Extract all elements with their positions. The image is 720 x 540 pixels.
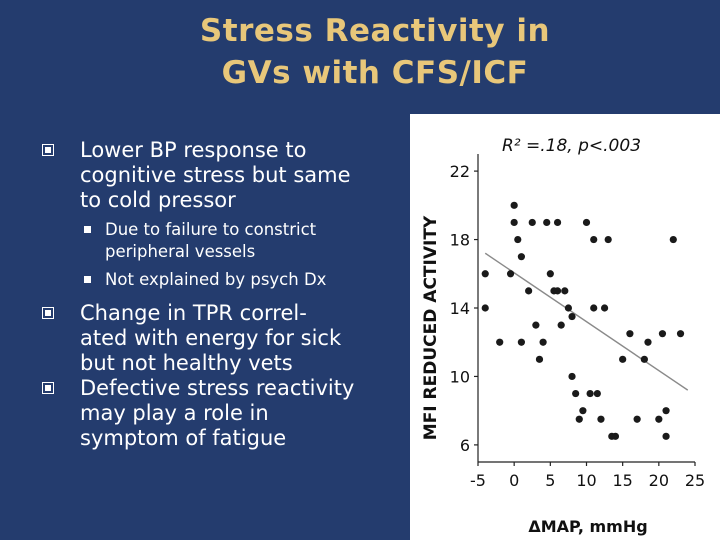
scatter-chart: MFI REDUCED ACTIVITY R² =.18, p<.003 ΔMA… <box>421 136 705 536</box>
data-point <box>561 287 569 295</box>
data-point <box>564 304 573 312</box>
slide-title: Stress Reactivity in GVs with CFS/ICF <box>110 10 640 94</box>
data-point <box>528 218 536 227</box>
sub-bullet-item: Due to failure to constrict peripheral v… <box>42 219 397 263</box>
data-point <box>481 304 489 312</box>
square-bullet-icon <box>42 382 54 394</box>
x-tick-label: 25 <box>685 471 705 490</box>
data-point <box>525 287 533 295</box>
small-square-bullet-icon <box>84 226 91 233</box>
data-point <box>640 355 648 363</box>
data-point <box>539 338 547 346</box>
data-point <box>597 415 605 423</box>
data-point <box>572 389 580 398</box>
data-point <box>510 201 518 209</box>
x-tick-label: 15 <box>612 471 632 490</box>
data-point <box>510 218 518 227</box>
data-point <box>655 415 663 423</box>
data-point <box>517 253 525 261</box>
bullet-item: Defective stress reactivity may play a r… <box>42 376 397 451</box>
title-line-2: GVs with CFS/ICF <box>221 55 529 91</box>
data-point <box>575 415 583 423</box>
x-tick-label: 5 <box>545 471 555 490</box>
data-point <box>553 218 562 227</box>
data-point <box>496 338 504 346</box>
bullet-item: Lower BP response to cognitive stress bu… <box>42 138 397 213</box>
bullet-text: Lower BP response to cognitive stress bu… <box>80 138 351 212</box>
data-point <box>604 235 612 244</box>
bullet-text: Defective stress reactivity may play a r… <box>80 376 355 450</box>
data-point <box>557 321 565 329</box>
data-point <box>593 389 601 398</box>
y-tick-label: 22 <box>450 162 470 181</box>
data-point <box>514 235 522 244</box>
chart-annotation: R² =.18, p<.003 <box>502 136 641 156</box>
bullet-item: Change in TPR correl- ated with energy f… <box>42 301 397 376</box>
x-tick-label: 0 <box>509 471 519 490</box>
data-point <box>568 312 576 321</box>
data-point <box>600 304 609 312</box>
data-point <box>586 389 594 398</box>
data-point <box>481 270 489 278</box>
data-point <box>669 235 677 244</box>
y-tick-label: 6 <box>460 436 470 455</box>
title-line-1: Stress Reactivity in <box>199 13 551 49</box>
data-point <box>662 432 670 440</box>
x-tick-label: 10 <box>576 471 596 490</box>
data-point <box>568 372 576 381</box>
data-point <box>644 338 652 346</box>
y-axis-label: MFI REDUCED ACTIVITY <box>421 215 441 440</box>
trend-line <box>484 252 689 391</box>
data-point <box>553 287 562 295</box>
square-bullet-icon <box>42 307 54 319</box>
square-bullet-icon <box>42 144 54 156</box>
y-tick-label: 10 <box>450 367 470 386</box>
data-point <box>582 218 591 227</box>
data-point <box>532 321 540 329</box>
data-point <box>619 355 627 363</box>
data-point <box>517 338 525 346</box>
x-tick-label: -5 <box>470 471 486 490</box>
data-point <box>506 270 515 278</box>
sub-bullet-item: Not explained by psych Dx <box>42 269 397 291</box>
data-point <box>676 330 685 338</box>
y-tick-label: 18 <box>450 231 470 250</box>
data-point <box>590 304 598 312</box>
x-axis-label: ΔMAP, mmHg <box>528 517 647 536</box>
y-tick-label: 14 <box>450 299 470 318</box>
small-square-bullet-icon <box>84 276 91 283</box>
bullet-list: Lower BP response to cognitive stress bu… <box>42 138 397 451</box>
data-point <box>543 218 551 227</box>
data-point <box>658 330 667 338</box>
bullet-text: Change in TPR correl- ated with energy f… <box>80 301 342 375</box>
data-point <box>626 330 634 338</box>
data-point <box>579 407 587 415</box>
data-point <box>662 407 670 415</box>
data-point <box>535 355 544 363</box>
x-tick-label: 20 <box>649 471 669 490</box>
data-point <box>590 235 598 244</box>
data-point <box>546 270 554 278</box>
data-point <box>633 415 641 423</box>
data-point <box>611 432 620 440</box>
scatter-chart-panel: MFI REDUCED ACTIVITY R² =.18, p<.003 ΔMA… <box>410 114 720 540</box>
